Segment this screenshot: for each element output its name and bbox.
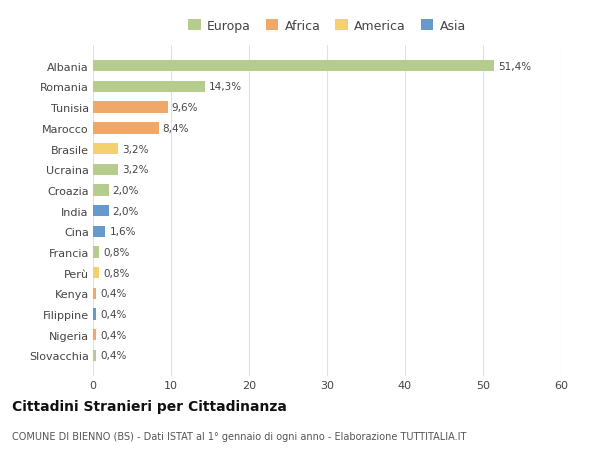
Text: 2,0%: 2,0% <box>113 206 139 216</box>
Text: 0,8%: 0,8% <box>103 247 130 257</box>
Text: 0,4%: 0,4% <box>100 330 127 340</box>
Bar <box>93 268 99 279</box>
Text: 2,0%: 2,0% <box>113 185 139 196</box>
Bar <box>93 288 96 299</box>
Bar <box>93 206 109 217</box>
Text: 0,4%: 0,4% <box>100 309 127 319</box>
Text: 3,2%: 3,2% <box>122 144 148 154</box>
Text: 3,2%: 3,2% <box>122 165 148 175</box>
Bar <box>93 185 109 196</box>
Text: 14,3%: 14,3% <box>208 82 242 92</box>
Text: 0,4%: 0,4% <box>100 289 127 299</box>
Bar <box>93 102 168 113</box>
Bar <box>93 61 494 72</box>
Text: COMUNE DI BIENNO (BS) - Dati ISTAT al 1° gennaio di ogni anno - Elaborazione TUT: COMUNE DI BIENNO (BS) - Dati ISTAT al 1°… <box>12 431 466 442</box>
Bar <box>93 82 205 93</box>
Bar <box>93 226 106 237</box>
Bar <box>93 330 96 341</box>
Text: 8,4%: 8,4% <box>163 123 189 134</box>
Text: Cittadini Stranieri per Cittadinanza: Cittadini Stranieri per Cittadinanza <box>12 399 287 413</box>
Bar <box>93 144 118 155</box>
Text: 51,4%: 51,4% <box>498 62 531 72</box>
Bar <box>93 350 96 361</box>
Legend: Europa, Africa, America, Asia: Europa, Africa, America, Asia <box>188 20 466 33</box>
Text: 9,6%: 9,6% <box>172 103 198 113</box>
Text: 0,4%: 0,4% <box>100 351 127 361</box>
Text: 1,6%: 1,6% <box>109 227 136 237</box>
Bar <box>93 247 99 258</box>
Bar <box>93 123 158 134</box>
Bar <box>93 309 96 320</box>
Bar <box>93 164 118 175</box>
Text: 0,8%: 0,8% <box>103 268 130 278</box>
